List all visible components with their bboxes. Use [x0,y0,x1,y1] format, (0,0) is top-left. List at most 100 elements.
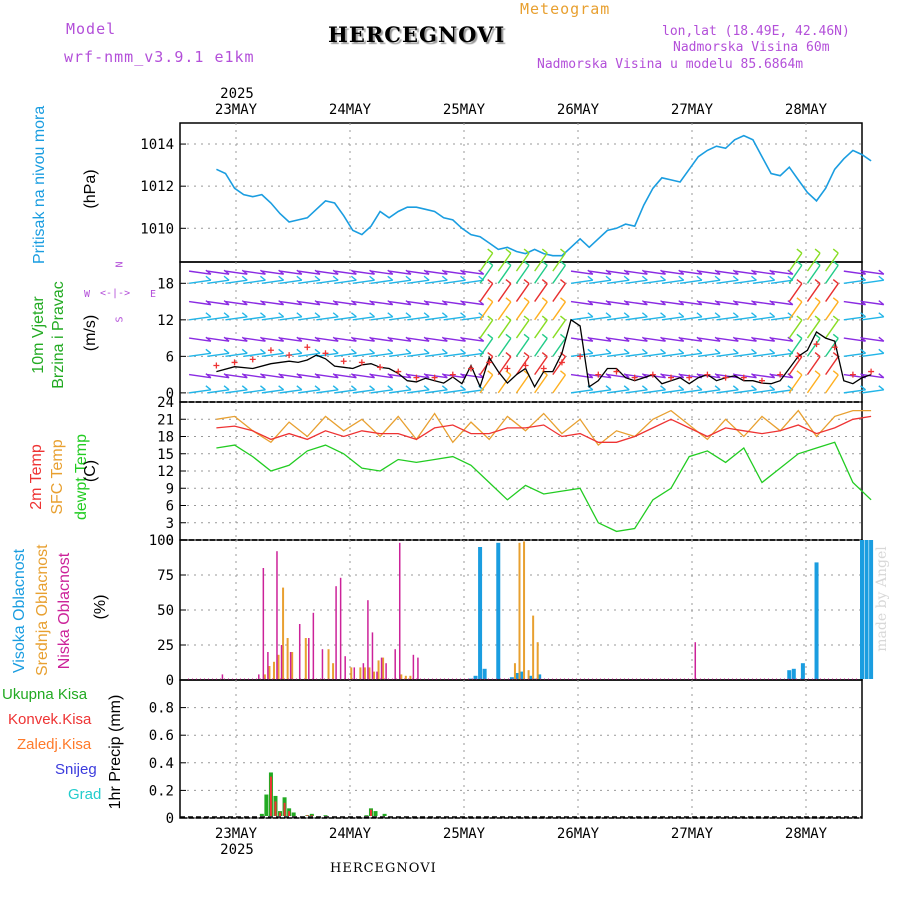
panel-frame-4 [179,679,863,819]
wind-barb [752,352,775,358]
wind-barb-head [350,275,357,281]
wind-barb [552,356,567,376]
wind-barb-head [441,275,448,281]
gust-marker [722,374,729,381]
wind-barb [334,337,357,342]
cloud-bar [312,612,315,679]
wind-barb [243,270,266,275]
wind-barb [552,337,567,357]
wind-barb [788,337,803,357]
cloud-bar [304,638,307,679]
wind-barb [279,300,302,306]
wind-barb [825,356,839,376]
gust-marker [668,374,675,381]
gust-marker [522,362,529,369]
wind-barb-head [369,385,375,391]
wind-barb [607,389,630,394]
cloud-bar [272,661,275,679]
wind-barb-head [405,300,412,306]
cloud-bar [376,671,378,679]
wind-barb-head [505,315,512,321]
wind-barb [661,316,684,321]
precip-bar [369,809,372,816]
wind-barb [243,300,266,306]
wind-barb [716,373,739,379]
wind-barb-head [223,269,230,275]
wind-barb [225,316,248,321]
wind-barb-head [441,312,448,318]
wind-barb-head [296,275,303,281]
wind-barb-head [623,269,630,275]
y-tick-label: 100 [149,533,174,549]
wind-barb-head [260,385,266,391]
y-tick-label: 12 [157,313,174,329]
wind-barb [370,389,393,394]
wind-barb [188,352,211,358]
wind-barb [279,337,302,342]
wind-barb [479,252,494,272]
wind-barb [207,270,230,275]
wind-barb-head [223,300,230,306]
date-label-bottom: 27MAY [671,826,714,842]
precip-bar [269,776,272,816]
wind-barb [279,270,302,275]
wind-barb [334,279,357,284]
cloud-bar [496,542,501,679]
wind-barb-head [205,336,212,342]
cloud-bar [537,674,542,679]
wind-barb [589,270,612,275]
cloud-bar [289,652,292,679]
wind-barb [752,337,775,342]
precip-bar [309,813,314,816]
wind-barb [607,300,630,306]
wind-barb [643,389,666,394]
cloud-bar [373,671,376,679]
wind-barb-head [278,312,285,318]
wind-barb [770,279,793,284]
gust-marker [377,364,384,371]
wind-barb [643,279,666,284]
wind-barb [570,316,593,321]
wind-barb-head [296,300,303,306]
wind-barb-head [523,333,530,339]
precip-bar [323,815,328,816]
date-label-bottom: 26MAY [557,826,600,842]
wind-barb [261,316,284,321]
wind-barb [479,337,494,357]
wind-barb [843,389,866,394]
wind-speed-line [216,318,872,389]
wind-barb-head [478,300,485,306]
wind-barb-head [523,260,530,266]
wind-barb [261,352,284,358]
gust-marker [631,374,638,381]
cloud-bar [362,663,365,679]
wind-barb-head [523,352,530,358]
wind-barb-head [441,336,448,342]
legend-ukupna: Ukupna Kisa [2,686,88,703]
y-tick-label: 0.6 [149,728,174,744]
wind-barb-head [860,269,867,275]
wind-barb-head [332,312,339,318]
wind-barb [243,279,266,284]
wind-barb-head [605,373,612,379]
wind-barb [770,316,793,321]
precip-bar [283,802,286,816]
wind-barb [661,300,684,306]
gust-marker [431,374,438,381]
wind-barb-head [487,352,494,358]
cloud-bar [787,670,792,679]
wind-barb [806,301,821,321]
gust-marker [595,371,602,378]
wind-barb-head [660,348,666,354]
wind-barb [407,270,430,275]
wind-barb-head [714,269,721,275]
wind-barb [352,373,375,379]
wind-barb [370,300,393,306]
wind-barb-head [260,275,266,281]
wind-barb-head [405,312,412,318]
wind-barb [298,373,321,379]
wind-barb-head [678,336,685,342]
cloud-bar [523,541,526,679]
model-label: Model [66,20,117,38]
wind-barb-head [296,373,303,379]
